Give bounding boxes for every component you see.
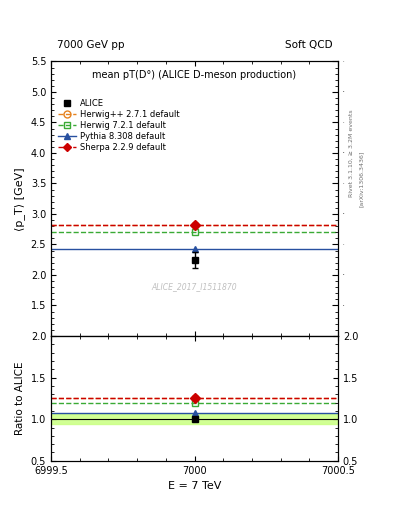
Y-axis label: Ratio to ALICE: Ratio to ALICE (15, 361, 25, 435)
Legend: ALICE, Herwig++ 2.7.1 default, Herwig 7.2.1 default, Pythia 8.308 default, Sherp: ALICE, Herwig++ 2.7.1 default, Herwig 7.… (58, 98, 180, 152)
Bar (51, 414, 338, 424)
Text: [arXiv:1306.3436]: [arXiv:1306.3436] (359, 151, 364, 207)
Text: Soft QCD: Soft QCD (285, 40, 332, 51)
Text: mean pT(D°) (ALICE D-meson production): mean pT(D°) (ALICE D-meson production) (92, 70, 297, 80)
Text: 7000 GeV pp: 7000 GeV pp (57, 40, 124, 51)
Text: Rivet 3.1.10, ≥ 3.2M events: Rivet 3.1.10, ≥ 3.2M events (349, 110, 354, 198)
Y-axis label: ⟨p_T⟩ [GeV]: ⟨p_T⟩ [GeV] (14, 167, 25, 230)
Text: ALICE_2017_I1511870: ALICE_2017_I1511870 (152, 282, 237, 291)
X-axis label: E = 7 TeV: E = 7 TeV (168, 481, 221, 491)
